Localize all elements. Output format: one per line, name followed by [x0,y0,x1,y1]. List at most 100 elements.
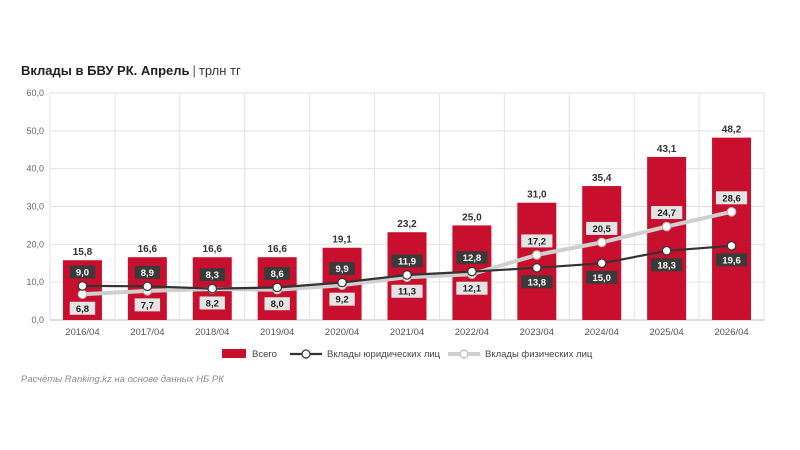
bar-value-label: 31,0 [527,190,547,201]
label-individuals: 24,7 [657,208,676,219]
point-legal-entities [142,281,153,292]
legend-label-total: Всего [252,349,277,360]
bar-value-label: 35,4 [592,173,612,184]
label-legal-entities-box [264,266,290,280]
y-tick-label: 60,0 [26,88,44,98]
point-legal-entities [532,262,542,273]
point-legal-entities [726,241,737,251]
label-legal-entities-box [199,268,225,282]
bar-total [647,156,687,320]
point-legal-entities [402,270,412,280]
label-individuals-box [456,281,488,295]
x-tick-label: 2017/04 [130,327,164,338]
x-tick-label: 2025/04 [649,327,683,338]
y-tick-label: 20,0 [26,239,44,249]
bar-value-label: 16,6 [267,244,287,255]
y-tick-label: 40,0 [26,164,44,174]
point-individuals [726,206,737,217]
label-legal-entities: 8,3 [206,270,219,281]
x-tick-label: 2024/04 [585,327,619,338]
bar-value-label: 43,1 [657,144,677,155]
point-legal-entities [661,245,672,256]
bar-value-label: 16,6 [203,244,223,255]
title-separator: | [192,63,196,78]
point-legal-entities [596,258,607,269]
legend: Всего Вклады юридических лиц Вклады физиче… [222,349,593,360]
x-tick-label: 2021/04 [390,327,424,338]
label-legal-entities-box [715,253,748,267]
label-individuals-box [69,301,96,315]
label-individuals: 28,6 [722,193,741,204]
label-legal-entities-box [69,265,96,279]
legend-swatch-total [222,349,246,358]
label-legal-entities-box [134,265,161,279]
label-individuals: 8,2 [206,298,219,309]
label-individuals-box [329,292,355,306]
x-tick-label: 2019/04 [260,327,294,338]
legend-marker-individuals [459,349,469,359]
point-individuals [661,221,672,232]
legend-label-legal: Вклады юридических лиц [327,349,441,360]
y-tick-label: 50,0 [26,126,44,136]
point-legal-entities [337,277,347,288]
bar-value-label: 25,0 [462,212,482,223]
label-legal-entities: 8,9 [141,268,154,279]
point-individuals [596,237,607,248]
source-note: Расчёты Ranking.kz на основе данных НБ Р… [21,374,224,385]
x-tick-label: 2022/04 [455,327,489,338]
label-individuals-box [586,221,618,235]
chart-unit: трлн тг [198,63,241,78]
bar-value-label: 15,8 [73,247,93,258]
label-legal-entities: 13,8 [528,277,547,288]
x-tick-label: 2020/04 [325,327,359,338]
label-individuals: 8,0 [271,299,284,310]
chart-title-text: Вклады в БВУ РК. Апрель [21,63,190,78]
label-legal-entities-box [521,275,553,289]
label-individuals-box [715,191,748,205]
label-individuals-box [391,284,423,298]
label-legal-entities: 9,0 [76,267,89,278]
label-legal-entities-box [456,251,488,265]
bar-total [517,202,557,320]
label-legal-entities: 8,6 [271,269,284,280]
bar-value-label: 19,1 [332,235,352,246]
label-individuals-box [199,296,225,310]
point-legal-entities [207,283,218,294]
bar-value-label: 23,2 [397,219,417,230]
chart-title: Вклады в БВУ РК. Апрель | трлн тг [21,63,241,78]
point-legal-entities [272,282,282,293]
label-legal-entities-box [391,254,423,268]
bar-total [582,186,622,320]
label-legal-entities: 18,3 [657,260,676,271]
label-individuals: 12,1 [463,284,482,295]
label-individuals: 20,5 [592,224,611,235]
label-individuals: 7,7 [141,300,154,311]
label-legal-entities: 12,8 [463,253,482,264]
x-tick-label: 2016/04 [65,327,99,338]
label-individuals-box [264,297,290,311]
y-tick-label: 30,0 [26,202,44,212]
label-individuals: 17,2 [528,236,547,247]
label-individuals: 11,3 [398,287,416,298]
point-legal-entities [467,266,477,277]
label-individuals: 9,2 [335,295,348,306]
label-legal-entities-box [651,258,683,272]
label-individuals-box [521,234,553,248]
label-legal-entities: 19,6 [722,255,741,266]
label-legal-entities: 15,0 [592,273,611,284]
legend-label-individuals: Вклады физических лиц [485,349,593,360]
y-tick-label: 10,0 [26,277,44,287]
bar-total [712,137,752,320]
point-legal-entities [77,281,88,291]
label-individuals: 6,8 [76,304,89,315]
x-tick-label: 2026/04 [714,327,748,338]
x-tick-label: 2023/04 [520,327,554,338]
label-legal-entities-box [329,262,355,276]
label-legal-entities: 9,9 [335,264,348,275]
label-individuals-box [651,206,683,220]
point-individuals [532,250,542,260]
y-tick-label: 0,0 [31,315,44,325]
bar-value-label: 16,6 [138,244,158,255]
label-legal-entities-box [586,270,618,284]
